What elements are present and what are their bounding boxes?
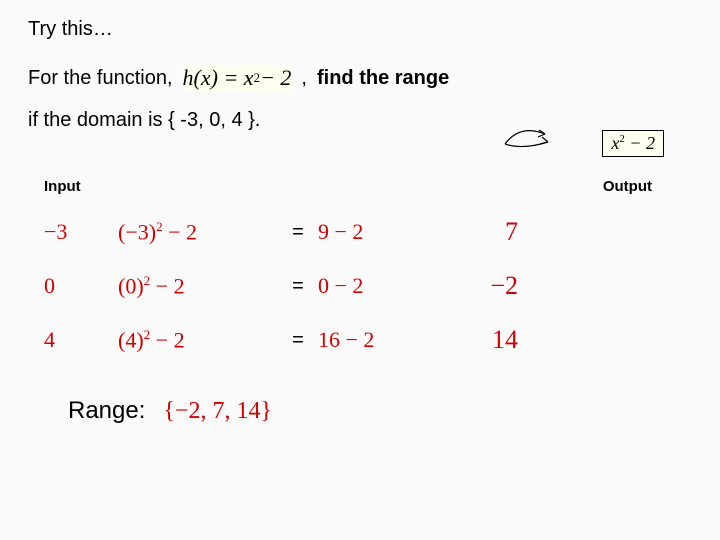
function-expression: h(x) = x2 − 2 (183, 65, 292, 91)
output-value: 7 (438, 217, 548, 247)
io-headers: Input Output (28, 178, 692, 195)
prompt-prefix: For the function, (28, 67, 173, 90)
prompt-task: find the range (317, 67, 449, 90)
table-row: 4 (4)2 − 2 = 16 − 2 14 (28, 313, 692, 367)
prompt-comma: , (301, 67, 307, 90)
slide-title: Try this… (28, 18, 692, 41)
table-row: 0 (0)2 − 2 = 0 − 2 −2 (28, 259, 692, 313)
table-row: −3 (−3)2 − 2 = 9 − 2 7 (28, 205, 692, 259)
output-value: 14 (438, 325, 548, 355)
equals-sign: = (278, 221, 318, 244)
header-input: Input (44, 178, 81, 195)
substituted-expr: (0)2 − 2 (118, 273, 278, 299)
equals-sign: = (278, 329, 318, 352)
prompt-line-2: if the domain is { -3, 0, 4 }. (28, 109, 692, 132)
simplified-expr: 16 − 2 (318, 327, 438, 353)
substituted-expr: (−3)2 − 2 (118, 219, 278, 245)
range-value: {−2, 7, 14} (163, 398, 272, 425)
range-label: Range: (68, 397, 145, 425)
substituted-expr: (4)2 − 2 (118, 327, 278, 353)
range-line: Range: {−2, 7, 14} (28, 397, 692, 425)
simplified-expr: 0 − 2 (318, 273, 438, 299)
callout-expression: x2 − 2 (602, 130, 664, 157)
callout-arrow-icon (500, 122, 570, 154)
slide-page: Try this… For the function, h(x) = x2 − … (0, 0, 720, 540)
output-value: −2 (438, 271, 548, 301)
input-value: −3 (28, 219, 118, 245)
input-value: 4 (28, 327, 118, 353)
prompt-line-1: For the function, h(x) = x2 − 2 , find t… (28, 65, 692, 91)
input-value: 0 (28, 273, 118, 299)
equals-sign: = (278, 275, 318, 298)
simplified-expr: 9 − 2 (318, 219, 438, 245)
header-output: Output (603, 178, 652, 195)
